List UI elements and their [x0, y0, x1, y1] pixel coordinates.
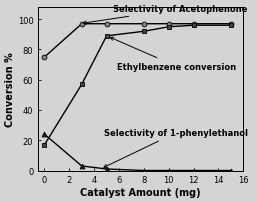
X-axis label: Catalyst Amount (mg): Catalyst Amount (mg)	[80, 187, 201, 197]
Y-axis label: Conversion %: Conversion %	[5, 52, 15, 126]
Text: Selectivity of 1-phenylethanol: Selectivity of 1-phenylethanol	[104, 128, 248, 167]
Text: Selectivity of Acetophenone: Selectivity of Acetophenone	[83, 5, 247, 25]
Text: Ethylbenzene conversion: Ethylbenzene conversion	[110, 38, 236, 71]
